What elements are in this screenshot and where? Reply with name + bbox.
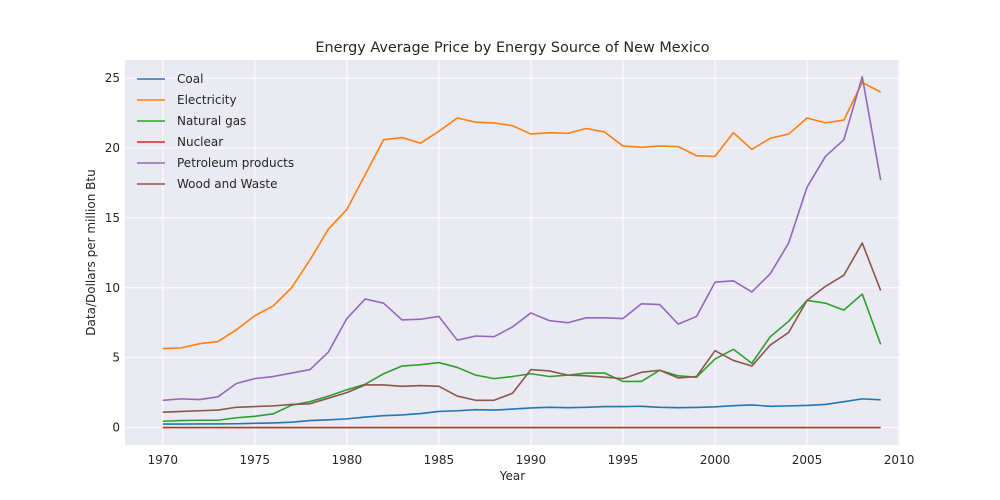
plot-background	[125, 60, 900, 445]
y-axis-label: Data/Dollars per million Btu	[84, 169, 98, 335]
legend-label: Electricity	[177, 93, 237, 107]
x-tick-label: 1970	[147, 453, 178, 467]
x-tick-label: 1995	[608, 453, 639, 467]
legend-label: Petroleum products	[177, 156, 294, 170]
chart-title: Energy Average Price by Energy Source of…	[315, 40, 709, 56]
legend: Coal Electricity Natural gas Nuclear Petrole…	[137, 72, 294, 191]
x-tick-label: 2005	[792, 453, 823, 467]
series-line-coal	[162, 398, 881, 425]
y-tick-label: 5	[112, 351, 120, 365]
series-lines	[162, 75, 882, 429]
x-tick-label: 1985	[424, 453, 455, 467]
y-tick-label: 0	[112, 421, 120, 435]
legend-label: Wood and Waste	[177, 177, 277, 191]
y-tick-label: 15	[105, 211, 120, 225]
x-tick-label: 2000	[700, 453, 731, 467]
x-tick-label: 1990	[516, 453, 547, 467]
y-tick-label: 25	[105, 71, 120, 85]
legend-label: Nuclear	[177, 135, 223, 149]
x-tick-label: 2010	[884, 453, 915, 467]
x-tick-label: 1975	[240, 453, 271, 467]
legend-label: Coal	[177, 72, 203, 86]
tick-labels: 1970 1975 1980 1985 1990 1995 2000 2005 2010 0 5 10…	[105, 71, 915, 467]
series-line-petroleum-products	[162, 75, 882, 402]
series-line-electricity	[162, 81, 882, 350]
legend-label: Natural gas	[177, 114, 246, 128]
y-tick-label: 20	[105, 141, 120, 155]
x-axis-label: Year	[499, 469, 525, 483]
series-line-natural-gas	[162, 293, 882, 423]
x-tick-label: 1980	[332, 453, 363, 467]
y-tick-label: 10	[105, 281, 120, 295]
series-line-wood-and-waste	[162, 242, 882, 413]
